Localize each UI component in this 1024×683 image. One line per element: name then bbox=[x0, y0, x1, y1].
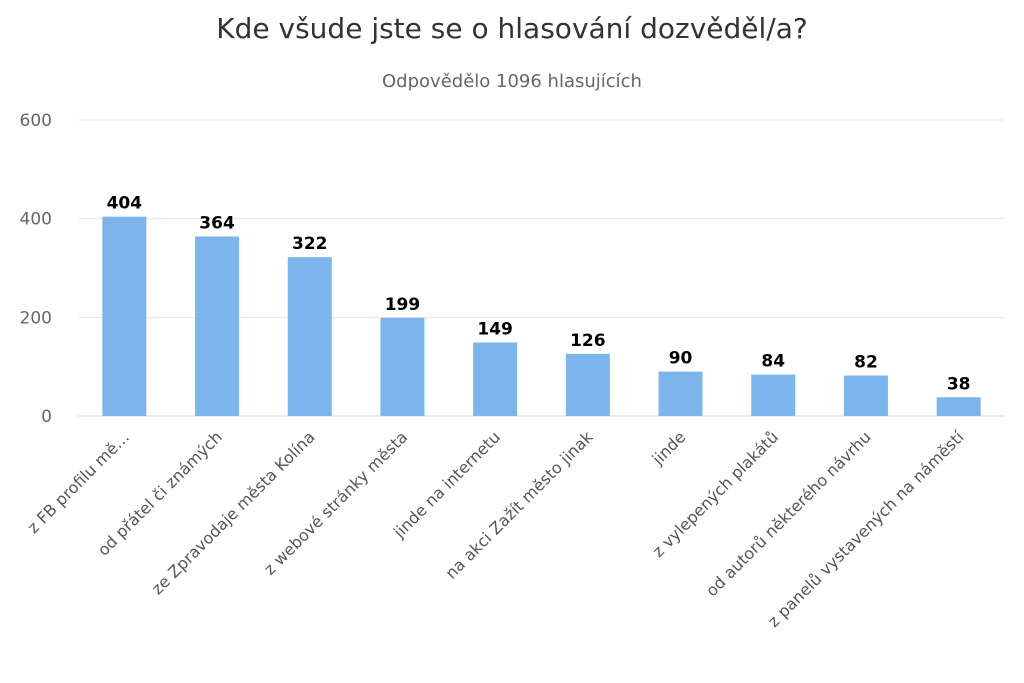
bar bbox=[843, 375, 888, 416]
x-tick-label: ze Zpravodaje města Kolína bbox=[148, 427, 319, 598]
data-label: 82 bbox=[854, 353, 878, 373]
data-label: 38 bbox=[947, 374, 971, 394]
y-axis-ticks: 0 200 400 600 bbox=[20, 111, 52, 427]
data-label: 404 bbox=[107, 194, 143, 214]
chart-subtitle: Odpovědělo 1096 hlasujících bbox=[382, 71, 642, 92]
bar bbox=[380, 317, 425, 416]
y-tick-label: 600 bbox=[20, 111, 52, 131]
y-tick-label: 400 bbox=[20, 210, 52, 230]
x-tick-label: na akci Zažít město jinak bbox=[442, 427, 598, 583]
x-tick-label: od autorů některého návrhu bbox=[702, 427, 875, 600]
bar bbox=[287, 257, 332, 416]
data-label: 364 bbox=[199, 213, 235, 233]
data-label: 126 bbox=[570, 331, 606, 351]
bar bbox=[936, 397, 981, 416]
y-tick-label: 200 bbox=[20, 308, 52, 328]
data-label: 149 bbox=[477, 319, 513, 339]
y-tick-label: 0 bbox=[41, 407, 52, 427]
bar bbox=[102, 216, 147, 416]
data-labels: 404 364 322 199 149 126 90 84 82 38 bbox=[107, 194, 971, 395]
bar bbox=[565, 353, 610, 416]
bars bbox=[102, 216, 981, 416]
data-label: 322 bbox=[292, 234, 328, 254]
bar bbox=[195, 236, 240, 416]
data-label: 84 bbox=[761, 352, 785, 372]
bar bbox=[473, 342, 518, 416]
data-label: 199 bbox=[385, 295, 421, 315]
bar bbox=[658, 371, 703, 416]
data-label: 90 bbox=[669, 349, 693, 369]
x-tick-label: jinde bbox=[648, 427, 690, 469]
bar bbox=[751, 374, 796, 416]
x-tick-label: z FB profilu mě… bbox=[23, 427, 133, 537]
x-tick-label: z panelů vystavených na náměstí bbox=[764, 427, 968, 631]
chart-title: Kde všude jste se o hlasování dozvěděl/a… bbox=[216, 12, 808, 45]
